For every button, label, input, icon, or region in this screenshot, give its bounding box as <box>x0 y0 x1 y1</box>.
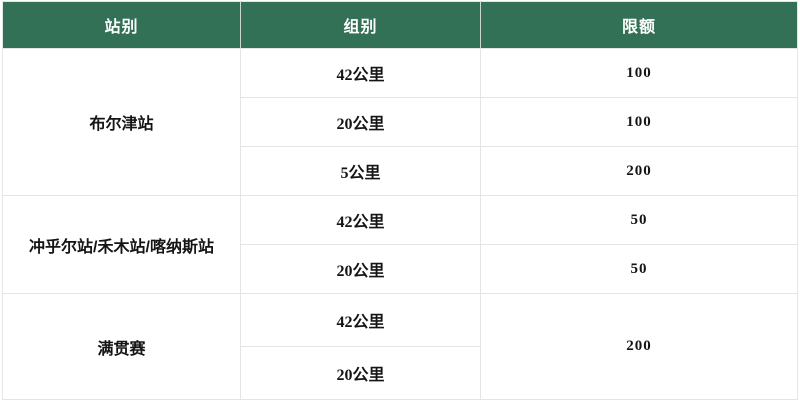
table-row: 20公里 100 <box>3 97 798 147</box>
quota-cell: 50 <box>480 244 798 294</box>
quota-cell: 200 <box>480 146 798 196</box>
header-row: 站别 组别 限额 <box>2 1 798 49</box>
group-cell: 42公里 <box>240 195 481 245</box>
group-cell: 20公里 <box>240 97 481 147</box>
table-row: 冲乎尔站/禾木站/喀纳斯站 42公里 50 <box>2 195 798 294</box>
quota-cell: 100 <box>480 48 798 98</box>
quota-cell-merged: 200 <box>480 293 798 400</box>
station-cell-chonghuer: 冲乎尔站/禾木站/喀纳斯站 <box>2 195 241 294</box>
table-row: 20公里 <box>3 346 798 400</box>
table-row: 满贯赛 42公里 200 <box>2 293 798 400</box>
group-cell: 20公里 <box>240 244 481 294</box>
quota-cell: 100 <box>480 97 798 147</box>
group-cell: 20公里 <box>240 346 481 400</box>
group-cell: 42公里 <box>240 293 481 347</box>
header-group: 组别 <box>240 1 481 49</box>
table-row: 5公里 200 <box>3 146 798 196</box>
header-station: 站别 <box>2 1 241 49</box>
table-row: 20公里 50 <box>3 244 798 294</box>
station-cell-manguansai: 满贯赛 <box>2 293 241 400</box>
table-row: 布尔津站 42公里 100 <box>2 48 798 196</box>
quota-table: 站别 组别 限额 布尔津站 42公里 100 20公里 100 5公里 200 <box>2 1 798 400</box>
quota-cell: 50 <box>480 195 798 245</box>
group-cell: 42公里 <box>240 48 481 98</box>
header-quota: 限额 <box>480 1 798 49</box>
group-cell: 5公里 <box>240 146 481 196</box>
station-cell-burjin: 布尔津站 <box>2 48 241 196</box>
